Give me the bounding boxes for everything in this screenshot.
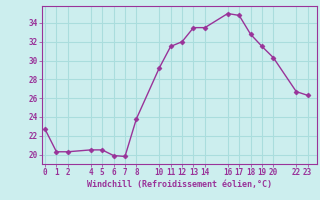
X-axis label: Windchill (Refroidissement éolien,°C): Windchill (Refroidissement éolien,°C)	[87, 180, 272, 189]
